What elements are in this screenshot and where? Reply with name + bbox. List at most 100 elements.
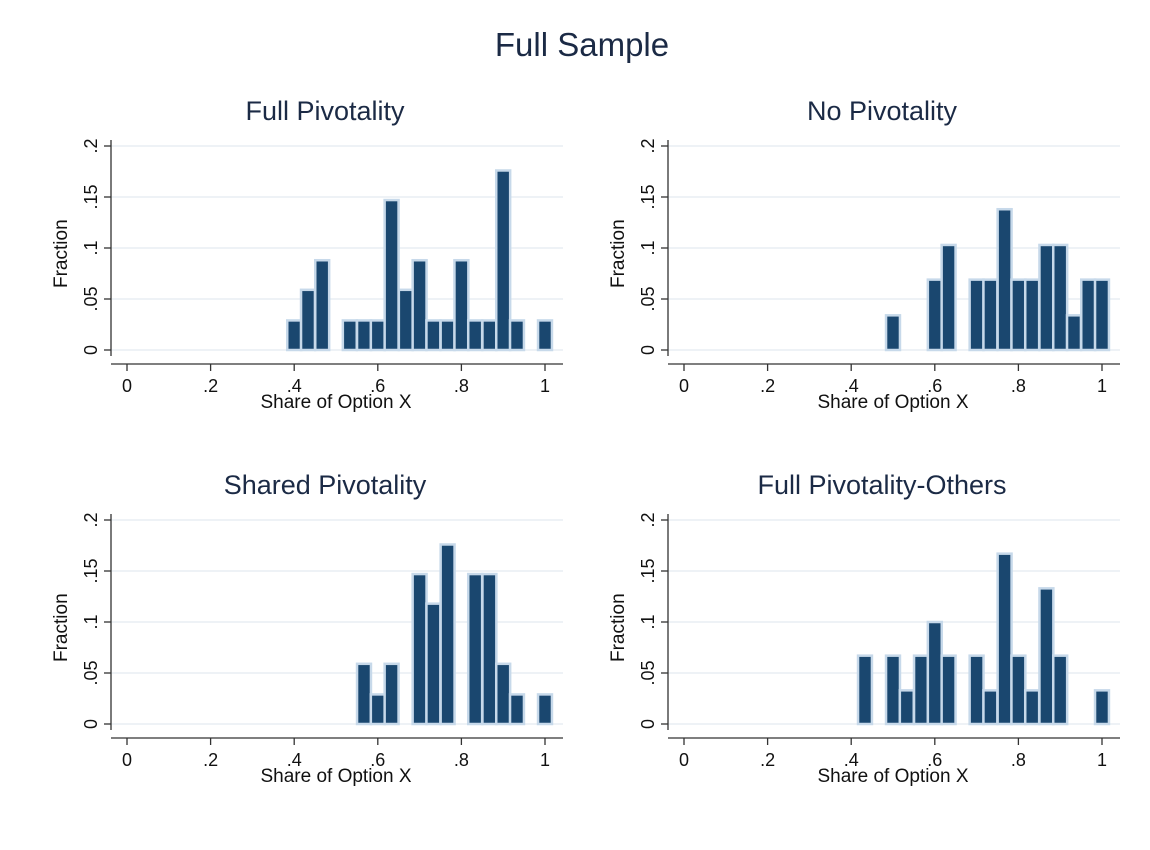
histogram-bar — [926, 620, 944, 726]
histogram-bar — [1010, 278, 1027, 352]
histogram-bar — [481, 319, 498, 352]
histogram-bar — [856, 654, 874, 726]
histogram-bar — [1051, 243, 1069, 352]
y-tick-label: .15 — [81, 184, 101, 209]
histogram-bar — [425, 602, 442, 726]
y-axis-title: Fraction — [51, 593, 72, 662]
y-tick-label: .05 — [81, 286, 101, 311]
histogram-bar — [536, 319, 554, 352]
histogram-bar — [1023, 278, 1041, 352]
y-tick-label: .2 — [638, 512, 658, 527]
histogram-bar — [1051, 654, 1069, 726]
histogram-bar — [982, 278, 999, 352]
y-tick-label: 0 — [638, 345, 658, 355]
histogram-bar — [508, 693, 526, 726]
histogram-plot: 0 .05 .1 .15 .2 0 .2 .4 .6 .8 1 — [81, 138, 563, 396]
histogram-bar — [481, 572, 498, 726]
histogram-bar — [940, 654, 957, 726]
x-tick-label: 1 — [1097, 376, 1107, 396]
histogram-bar — [397, 288, 415, 352]
x-tick-label: 0 — [122, 376, 132, 396]
histogram-bar — [996, 207, 1013, 352]
panel-title: Full Pivotality-Others — [757, 470, 1007, 500]
histogram-bar — [466, 572, 484, 726]
x-tick-label: .8 — [1011, 376, 1026, 396]
histogram-bar — [1010, 654, 1027, 726]
x-tick-label: 0 — [679, 750, 689, 770]
x-tick-label: .6 — [370, 376, 385, 396]
y-tick-label: 0 — [81, 345, 101, 355]
y-tick-label: .15 — [638, 184, 658, 209]
histogram-bar — [968, 278, 985, 352]
panel-title: Shared Pivotality — [223, 470, 427, 500]
chart-panel-full-pivotality-others: Full Pivotality-Others 0 .05 .1 .15 .2 0 .2 .4.… — [602, 470, 1150, 850]
histogram-bar — [968, 654, 985, 726]
y-tick-label: .15 — [81, 558, 101, 583]
x-axis-title: Share of Option X — [817, 392, 969, 413]
histogram-bar — [439, 319, 456, 352]
y-tick-label: .1 — [638, 614, 658, 629]
x-tick-label: .4 — [844, 376, 859, 396]
histogram-bar — [912, 654, 930, 726]
histogram-bar — [494, 169, 512, 352]
x-tick-label: .2 — [760, 750, 775, 770]
y-tick-label: 0 — [638, 719, 658, 729]
x-axis-title: Share of Option X — [817, 766, 969, 787]
histogram-bar — [898, 689, 916, 726]
x-tick-label: .6 — [370, 750, 385, 770]
x-tick-label: .4 — [287, 376, 302, 396]
histogram-plot: 0 .05 .1 .15 .2 0 .2 .4 .6 .8 1 — [81, 512, 563, 770]
y-tick-label: .05 — [638, 660, 658, 685]
x-axis-title: Share of Option X — [260, 766, 412, 787]
y-tick-label: 0 — [81, 719, 101, 729]
histogram-bar — [439, 543, 456, 726]
x-tick-label: 1 — [1097, 750, 1107, 770]
histogram-bar — [383, 662, 400, 726]
x-tick-label: .6 — [927, 750, 942, 770]
histogram-bar — [884, 654, 902, 726]
histogram-bar — [466, 319, 484, 352]
histogram-bar — [383, 198, 400, 352]
histogram-plot: 0 .05 .1 .15 .2 0 .2 .4 .6 .8 1 — [638, 512, 1120, 770]
x-tick-label: 1 — [540, 750, 550, 770]
histogram-bar — [1038, 587, 1055, 726]
histogram-bar — [884, 314, 902, 352]
x-axis-title: Share of Option X — [260, 392, 412, 413]
y-tick-label: .05 — [638, 286, 658, 311]
histogram-bar — [453, 258, 470, 352]
x-tick-label: .4 — [287, 750, 302, 770]
chart-panel-no-pivotality: No Pivotality 0 .05 .1 .15 .2 0 .2 .4 .6 .8 1 Frac… — [602, 96, 1150, 476]
histogram-bar — [1065, 314, 1083, 352]
x-tick-label: 1 — [540, 376, 550, 396]
x-tick-label: .8 — [454, 376, 469, 396]
histogram-bar — [355, 319, 373, 352]
histogram-bar — [494, 662, 512, 726]
histogram-plot: 0 .05 .1 .15 .2 0 .2 .4 .6 .8 1 — [638, 138, 1120, 396]
histogram-bar — [369, 693, 387, 726]
histogram-bar — [508, 319, 526, 352]
histogram-bar — [411, 572, 428, 726]
x-tick-label: .4 — [844, 750, 859, 770]
y-tick-label: .2 — [81, 138, 101, 153]
y-tick-label: .1 — [638, 240, 658, 255]
histogram-bar — [299, 288, 317, 352]
y-tick-label: .1 — [81, 614, 101, 629]
histogram-bar — [982, 689, 999, 726]
histogram-bar — [1093, 278, 1111, 352]
y-axis-title: Fraction — [608, 219, 629, 288]
histogram-bar — [1038, 243, 1055, 352]
panel-title: No Pivotality — [806, 96, 958, 126]
x-tick-label: .8 — [454, 750, 469, 770]
histogram-bar — [1093, 689, 1111, 726]
histogram-bar — [285, 319, 303, 352]
figure-title: Full Sample — [494, 26, 670, 63]
histogram-bar — [1079, 278, 1097, 352]
y-tick-label: .2 — [81, 512, 101, 527]
histogram-bar — [369, 319, 387, 352]
x-tick-label: .2 — [760, 376, 775, 396]
histogram-bar — [355, 662, 373, 726]
x-tick-label: .8 — [1011, 750, 1026, 770]
histogram-bar — [425, 319, 442, 352]
histogram-bar — [996, 552, 1013, 726]
